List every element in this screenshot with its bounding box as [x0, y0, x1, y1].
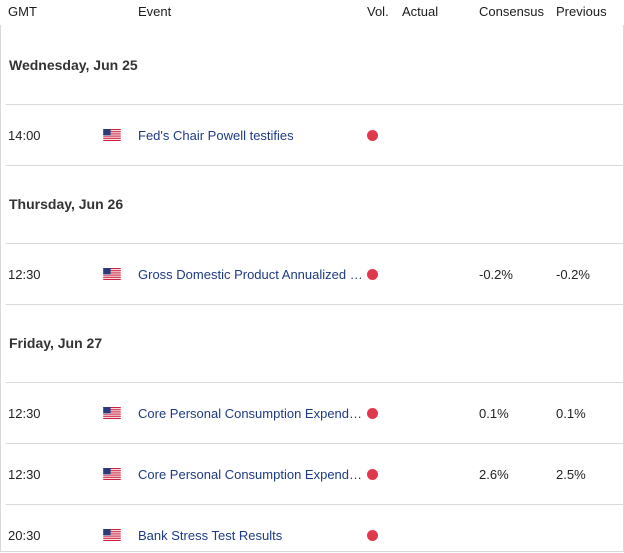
table-row[interactable]: 12:30 Core Personal Consumption Expendit… [0, 383, 624, 443]
column-header-vol[interactable]: Vol. [367, 4, 389, 19]
volatility-high-icon [367, 469, 378, 480]
row-divider [6, 304, 623, 305]
event-name[interactable]: Core Personal Consumption Expenditures -… [138, 406, 364, 421]
column-header-consensus[interactable]: Consensus [479, 4, 545, 19]
event-consensus: -0.2% [479, 267, 513, 282]
row-divider [6, 104, 623, 105]
volatility-high-icon [367, 530, 378, 541]
event-name[interactable]: Fed's Chair Powell testifies [138, 128, 294, 143]
table-row[interactable]: 12:30 Core Personal Consumption Expendit… [0, 444, 624, 504]
column-header-event[interactable]: Event [138, 4, 172, 19]
table-header: GMT Event Vol. Actual Consensus Previous [0, 0, 624, 25]
event-time: 20:30 [8, 528, 41, 543]
row-divider [6, 165, 623, 166]
us-flag-icon [103, 468, 121, 480]
event-previous: -0.2% [556, 267, 590, 282]
row-divider [6, 504, 623, 505]
event-previous: 0.1% [556, 406, 586, 421]
event-consensus: 2.6% [479, 467, 509, 482]
us-flag-icon [103, 407, 121, 419]
day-header-friday: Friday, Jun 27 [9, 335, 103, 351]
us-flag-icon [103, 129, 121, 141]
column-header-actual[interactable]: Actual [402, 4, 439, 19]
volatility-high-icon [367, 269, 378, 280]
column-header-gmt[interactable]: GMT [8, 4, 37, 19]
table-row[interactable]: 14:00 Fed's Chair Powell testifies [0, 105, 624, 165]
event-time: 12:30 [8, 406, 41, 421]
event-name[interactable]: Bank Stress Test Results [138, 528, 283, 543]
us-flag-icon [103, 268, 121, 280]
event-previous: 2.5% [556, 467, 586, 482]
day-header-thursday: Thursday, Jun 26 [9, 196, 124, 212]
event-time: 12:30 [8, 267, 41, 282]
event-time: 12:30 [8, 467, 41, 482]
day-header-wednesday: Wednesday, Jun 25 [9, 57, 138, 73]
table-row[interactable]: 20:30 Bank Stress Test Results [0, 505, 624, 552]
row-divider [6, 382, 623, 383]
column-header-previous[interactable]: Previous [556, 4, 607, 19]
event-name[interactable]: Gross Domestic Product Annualized (Q1) [138, 267, 364, 282]
event-consensus: 0.1% [479, 406, 509, 421]
row-divider [6, 243, 623, 244]
volatility-high-icon [367, 408, 378, 419]
us-flag-icon [103, 529, 121, 541]
event-name[interactable]: Core Personal Consumption Expenditures -… [138, 467, 364, 482]
event-time: 14:00 [8, 128, 41, 143]
volatility-high-icon [367, 130, 378, 141]
table-row[interactable]: 12:30 Gross Domestic Product Annualized … [0, 244, 624, 304]
row-divider [6, 443, 623, 444]
